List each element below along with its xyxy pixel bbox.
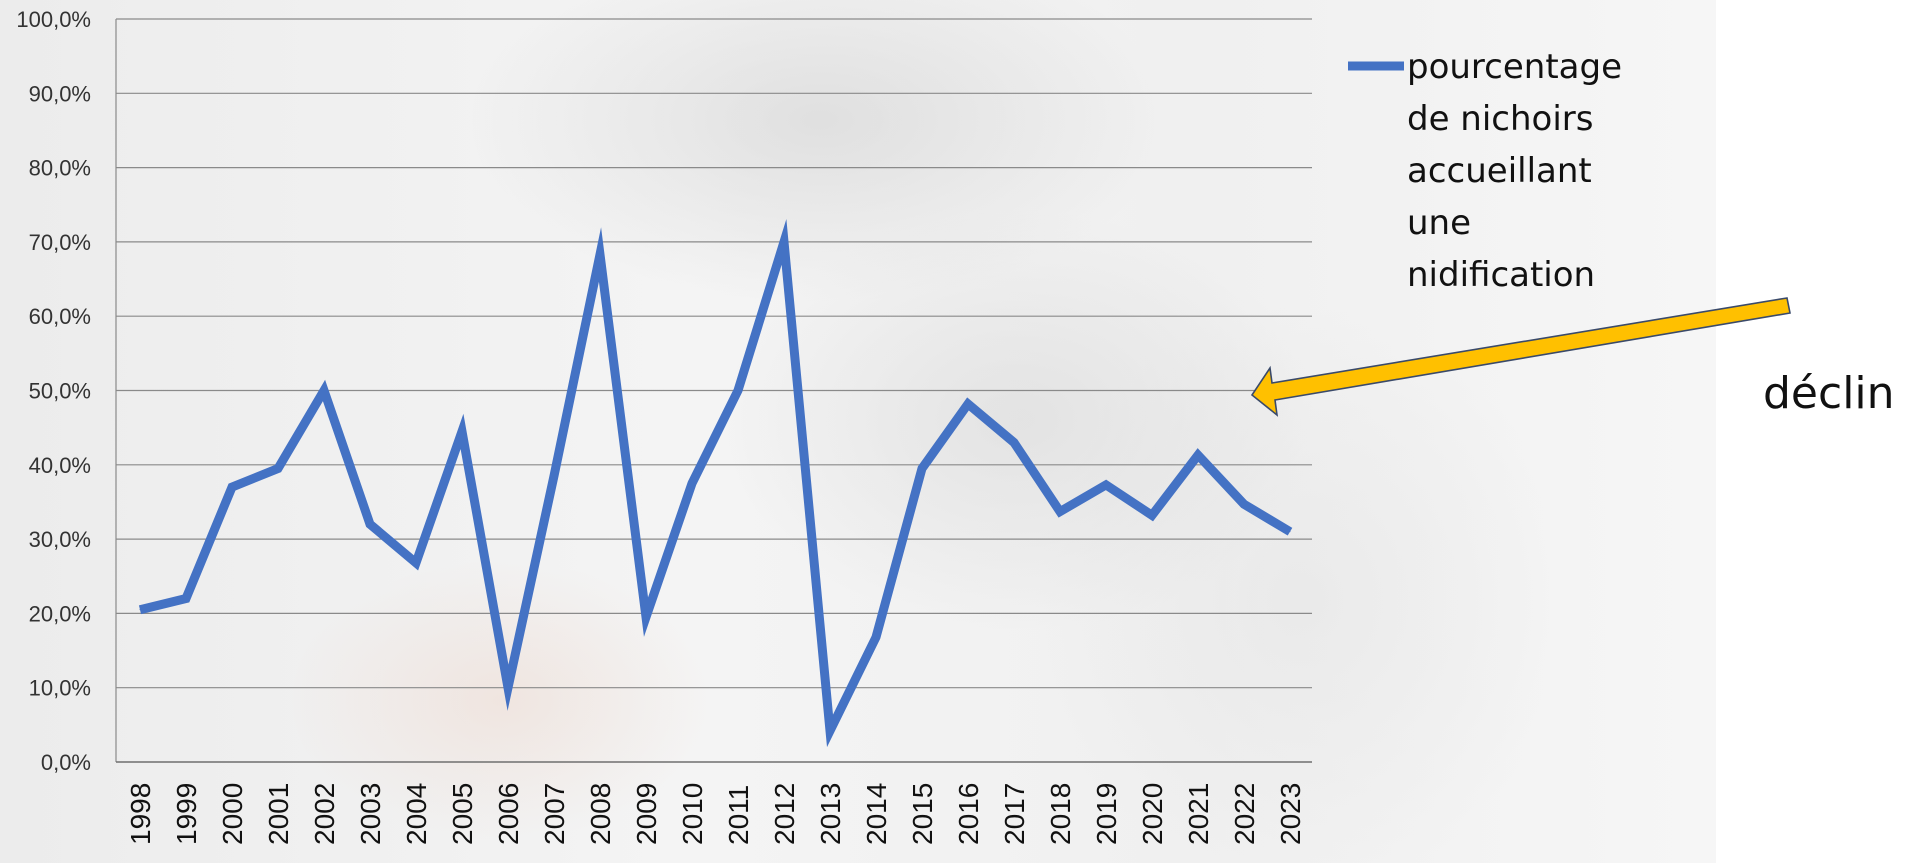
data-point — [553, 475, 555, 477]
data-point — [1289, 531, 1291, 533]
annotation: déclin — [1250, 297, 1895, 419]
x-tick-label: 2013 — [815, 783, 846, 845]
data-point — [277, 468, 279, 470]
y-tick-label: 70,0% — [29, 230, 91, 255]
data-point — [507, 687, 509, 689]
data-point — [1151, 514, 1153, 516]
y-tick-label: 10,0% — [29, 676, 91, 701]
x-tick-label: 2008 — [585, 783, 616, 845]
series-line — [138, 219, 1293, 748]
x-tick-label: 2011 — [723, 785, 754, 845]
y-tick-label: 100,0% — [16, 7, 91, 32]
background-photo — [0, 0, 1716, 863]
data-point — [875, 636, 877, 638]
gridlines — [116, 18, 1312, 689]
legend-label-line: une — [1407, 203, 1471, 243]
data-point — [461, 430, 463, 432]
y-axis-tick-labels: 0,0% 10,0% 20,0% 30,0% 40,0% 50,0% 60,0% 70,0% 8… — [16, 7, 91, 775]
x-tick-label: 2016 — [953, 783, 984, 845]
data-point — [1197, 454, 1199, 456]
x-tick-label: 2023 — [1275, 783, 1306, 845]
data-point — [783, 241, 785, 243]
x-tick-label: 2019 — [1091, 783, 1122, 845]
x-tick-label: 2010 — [677, 783, 708, 845]
data-point — [323, 390, 325, 391]
legend-label-line: accueillant — [1407, 151, 1592, 191]
y-tick-label: 50,0% — [29, 379, 91, 404]
x-axis-tick-labels: 1998 1999 2000 2001 2002 2003 2004 2005 2006 2007… — [125, 783, 1306, 845]
data-point — [829, 730, 831, 732]
data-point — [599, 254, 601, 256]
y-tick-label: 20,0% — [29, 601, 91, 626]
data-point — [1243, 503, 1245, 505]
x-tick-label: 2022 — [1229, 783, 1260, 845]
x-tick-label: 2018 — [1045, 783, 1076, 845]
x-tick-label: 2002 — [309, 783, 340, 845]
x-tick-label: 2012 — [769, 783, 800, 845]
x-tick-label: 2001 — [263, 783, 294, 845]
x-tick-label: 2003 — [355, 783, 386, 845]
y-tick-label: 30,0% — [29, 527, 91, 552]
x-tick-label: 2007 — [539, 783, 570, 845]
data-point — [645, 616, 647, 618]
x-tick-label: 1998 — [125, 783, 156, 845]
data-point — [1059, 511, 1061, 513]
y-tick-label: 60,0% — [29, 304, 91, 329]
annotation-label: déclin — [1763, 368, 1895, 419]
data-point — [415, 562, 417, 564]
data-point — [967, 403, 969, 405]
y-tick-label: 0,0% — [41, 750, 91, 775]
y-tick-label: 90,0% — [29, 81, 91, 106]
data-point — [139, 609, 141, 611]
legend-label-line: nidification — [1407, 255, 1595, 295]
x-tick-label: 1999 — [171, 783, 202, 845]
x-tick-label: 2006 — [493, 783, 524, 845]
data-point — [1105, 484, 1107, 486]
legend: pourcentage de nichoirs accueillant une nidi… — [1348, 47, 1622, 295]
decline-arrow — [1250, 297, 1791, 417]
data-point — [185, 598, 187, 600]
x-tick-label: 2004 — [401, 783, 432, 845]
data-point — [691, 482, 693, 484]
x-tick-label: 2000 — [217, 783, 248, 845]
series-layer — [138, 219, 1293, 748]
data-point — [369, 523, 371, 525]
data-point — [1013, 442, 1015, 444]
data-point — [737, 390, 739, 391]
data-point — [231, 486, 233, 488]
x-tick-label: 2014 — [861, 783, 892, 845]
x-tick-label: 2009 — [631, 783, 662, 845]
legend-label: pourcentage de nichoirs accueillant une nidi… — [1407, 47, 1622, 295]
legend-label-line: pourcentage — [1407, 47, 1622, 87]
x-tick-label: 2017 — [999, 783, 1030, 845]
x-tick-label: 2005 — [447, 783, 478, 845]
data-point — [921, 468, 923, 470]
axes — [115, 19, 1312, 763]
legend-label-line: de nichoirs — [1407, 99, 1594, 139]
x-tick-label: 2020 — [1137, 783, 1168, 845]
y-tick-label: 80,0% — [29, 156, 91, 181]
x-tick-label: 2015 — [907, 783, 938, 845]
y-tick-label: 40,0% — [29, 453, 91, 478]
x-tick-label: 2021 — [1183, 783, 1214, 845]
